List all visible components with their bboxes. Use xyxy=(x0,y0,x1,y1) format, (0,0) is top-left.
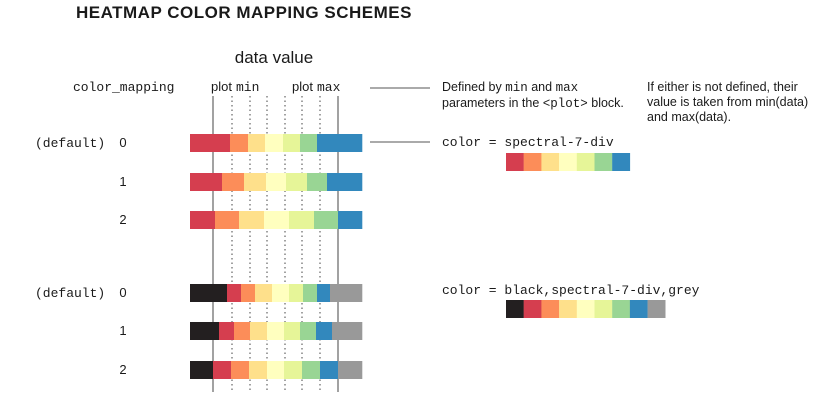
color-bar-segment xyxy=(320,361,339,379)
mapping-rows: (default) 0 1 2 (default) 0 1 2 xyxy=(35,134,363,379)
color-bar-segment xyxy=(286,173,308,191)
palette-swatch xyxy=(612,153,631,171)
color-bar-segment xyxy=(338,361,363,379)
color-bar-segment xyxy=(300,134,318,152)
color-bar-segment xyxy=(265,134,284,152)
color-bar-segment xyxy=(335,134,363,152)
color-bar-segment xyxy=(303,284,318,302)
palette-swatch xyxy=(594,153,613,171)
mapping-mode-label: 2 xyxy=(119,362,126,377)
color-bar-segment xyxy=(190,361,214,379)
color-bar-segment xyxy=(316,322,333,340)
color-bar-segment xyxy=(264,211,290,229)
color-bar-segment xyxy=(190,284,228,302)
data-value-label: data value xyxy=(235,48,313,67)
palette-swatch xyxy=(541,153,560,171)
default-label: (default) xyxy=(35,286,105,301)
color-bar-segment xyxy=(266,173,287,191)
color-bar-segment xyxy=(300,322,317,340)
color-bar-segment xyxy=(241,284,256,302)
color-bar-segment xyxy=(330,284,363,302)
palette-swatch xyxy=(594,300,613,318)
mapping-mode-label: 2 xyxy=(119,212,126,227)
color-bar-segment xyxy=(230,134,249,152)
palette-swatch xyxy=(506,153,524,171)
color-bar-segment xyxy=(190,134,213,152)
color-bar-segment xyxy=(267,322,285,340)
default-label: (default) xyxy=(35,136,105,151)
color-bar-segment xyxy=(289,284,304,302)
color-bar-segment xyxy=(332,322,363,340)
palette-swatch xyxy=(506,300,524,318)
color-bar-segment xyxy=(234,322,251,340)
color-bar-segment xyxy=(284,361,303,379)
color-bar-segment xyxy=(244,173,267,191)
color-bar-segment xyxy=(239,211,265,229)
color-bar-segment xyxy=(302,361,321,379)
mapping-mode-label: 0 xyxy=(119,135,126,150)
minmax-note: Defined by min and max parameters in the… xyxy=(442,80,624,111)
color-bar-segment xyxy=(190,211,216,229)
color-definitions: color = spectral-7-div color = black,spec… xyxy=(442,135,700,318)
color-bar-segment xyxy=(255,284,273,302)
color-bar-segment xyxy=(317,134,336,152)
color-bar-segment xyxy=(213,361,232,379)
palette-swatch xyxy=(559,153,577,171)
color-bar-segment xyxy=(231,361,250,379)
color-bar-segment xyxy=(227,284,242,302)
plot-min-label: plot min xyxy=(211,79,259,95)
palette-swatch xyxy=(559,300,577,318)
color-bar-segment xyxy=(283,134,301,152)
mapping-mode-label: 0 xyxy=(119,285,126,300)
color-definition-label: color = black,spectral-7-div,grey xyxy=(442,283,700,298)
undefined-note: If either is not defined, their value is… xyxy=(647,80,809,124)
color-bar-segment xyxy=(267,361,285,379)
color-bar-segment xyxy=(272,284,290,302)
color-bar-segment xyxy=(222,173,245,191)
palette-swatch xyxy=(647,300,666,318)
color-bar-segment xyxy=(212,134,231,152)
color-bar-segment xyxy=(190,322,220,340)
palette-swatch xyxy=(576,153,595,171)
color-bar-segment xyxy=(215,211,240,229)
color-bar-segment xyxy=(314,211,339,229)
color-bar-segment xyxy=(249,361,268,379)
color-bar-segment xyxy=(317,284,331,302)
color-bar-segment xyxy=(338,211,363,229)
color-bar-segment xyxy=(327,173,363,191)
palette-swatch xyxy=(612,300,631,318)
color-bar-segment xyxy=(190,173,223,191)
color-mapping-header: color_mapping xyxy=(73,80,174,95)
plot-max-label: plot max xyxy=(292,79,341,95)
palette-swatch xyxy=(541,300,560,318)
color-bar-segment xyxy=(284,322,301,340)
palette-swatch xyxy=(523,153,542,171)
palette-swatch xyxy=(629,300,648,318)
page-title: HEATMAP COLOR MAPPING SCHEMES xyxy=(76,3,412,22)
color-definition-label: color = spectral-7-div xyxy=(442,135,614,150)
color-bar-segment xyxy=(248,134,266,152)
color-bar-segment xyxy=(307,173,328,191)
palette-swatch xyxy=(576,300,595,318)
mapping-mode-label: 1 xyxy=(119,323,126,338)
palette-swatch xyxy=(523,300,542,318)
color-bar-segment xyxy=(219,322,235,340)
color-bar-segment xyxy=(289,211,315,229)
color-bar-segment xyxy=(250,322,268,340)
mapping-mode-label: 1 xyxy=(119,174,126,189)
